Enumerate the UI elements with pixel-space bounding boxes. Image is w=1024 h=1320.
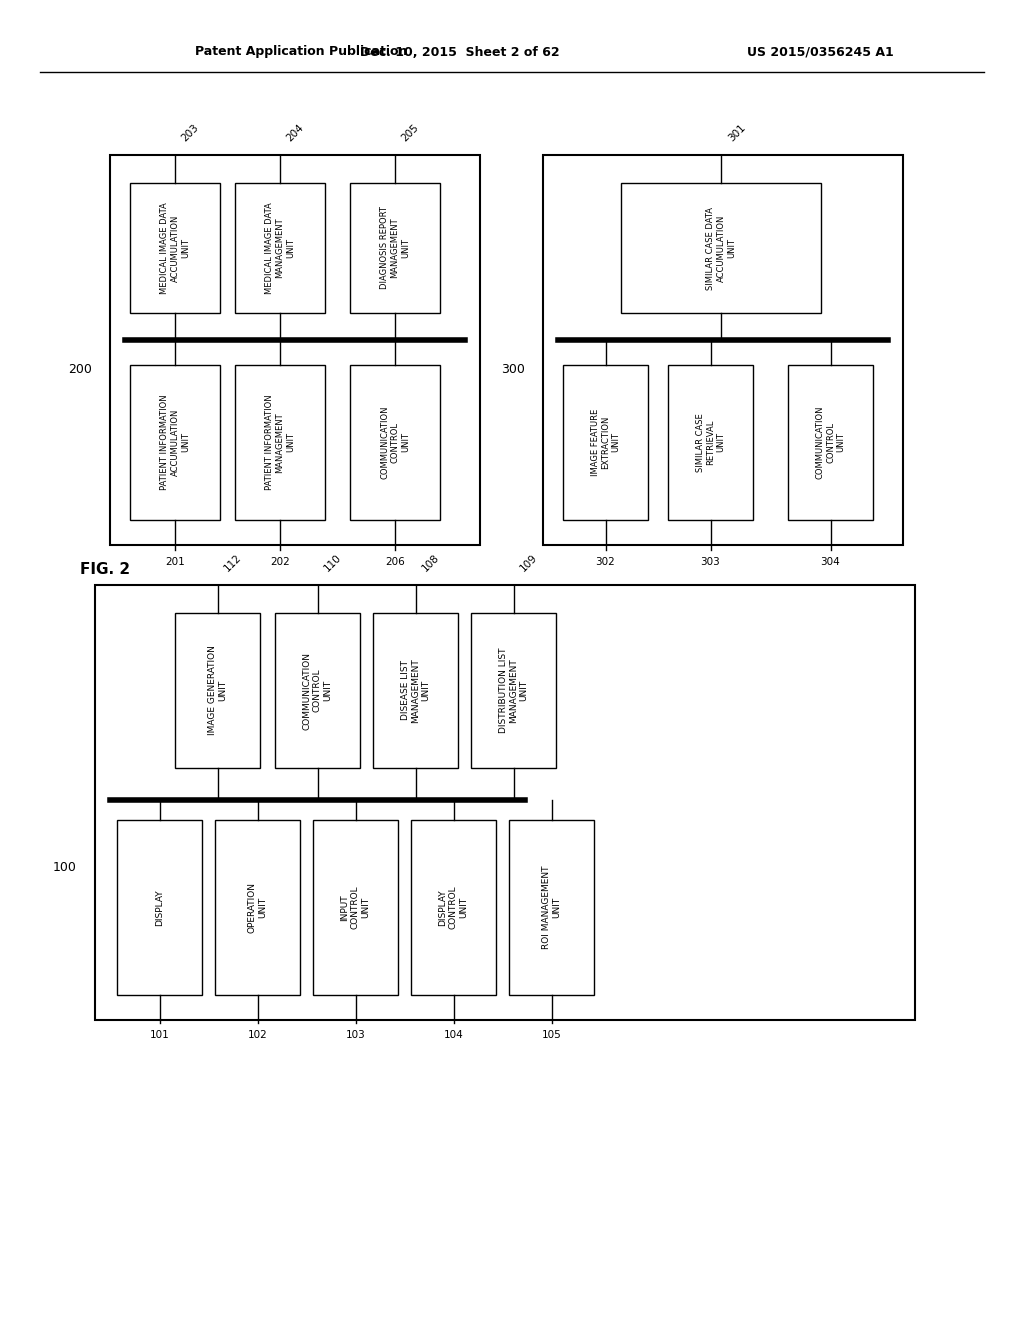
Bar (350, 366, 440, 520)
Text: 304: 304 (820, 557, 841, 568)
Text: Dec. 10, 2015  Sheet 2 of 62: Dec. 10, 2015 Sheet 2 of 62 (360, 45, 560, 58)
Text: DISTRIBUTION LIST
MANAGEMENT
UNIT: DISTRIBUTION LIST MANAGEMENT UNIT (499, 648, 528, 733)
Text: 206: 206 (385, 557, 404, 568)
Bar (471, 612, 556, 768)
Text: Patent Application Publication: Patent Application Publication (195, 45, 408, 58)
Bar (130, 366, 220, 520)
Bar (275, 612, 360, 768)
Text: INPUT
CONTROL
UNIT: INPUT CONTROL UNIT (341, 886, 371, 929)
Bar (95, 585, 915, 1020)
Text: 105: 105 (542, 1030, 561, 1040)
Text: 103: 103 (346, 1030, 366, 1040)
Text: DIAGNOSIS REPORT
MANAGEMENT
UNIT: DIAGNOSIS REPORT MANAGEMENT UNIT (380, 206, 410, 289)
Text: 110: 110 (323, 553, 343, 573)
Text: 102: 102 (248, 1030, 267, 1040)
Text: SIMILAR CASE DATA
ACCUMULATION
UNIT: SIMILAR CASE DATA ACCUMULATION UNIT (707, 206, 736, 289)
Text: 200: 200 (69, 363, 92, 376)
Bar (373, 612, 458, 768)
Text: 201: 201 (165, 557, 185, 568)
Text: IMAGE GENERATION
UNIT: IMAGE GENERATION UNIT (208, 645, 227, 735)
Bar (215, 820, 300, 995)
Text: FIG. 2: FIG. 2 (80, 562, 130, 578)
Text: OPERATION
UNIT: OPERATION UNIT (248, 882, 267, 933)
Text: 205: 205 (400, 123, 421, 144)
Text: US 2015/0356245 A1: US 2015/0356245 A1 (746, 45, 893, 58)
Text: DISEASE LIST
MANAGEMENT
UNIT: DISEASE LIST MANAGEMENT UNIT (400, 659, 430, 723)
Text: COMMUNICATION
CONTROL
UNIT: COMMUNICATION CONTROL UNIT (303, 652, 333, 730)
Bar (234, 366, 325, 520)
Text: 203: 203 (180, 123, 201, 144)
Bar (130, 183, 220, 313)
Bar (668, 366, 753, 520)
Text: COMMUNICATION
CONTROL
UNIT: COMMUNICATION CONTROL UNIT (815, 405, 846, 479)
Text: 202: 202 (270, 557, 290, 568)
Text: ROI MANAGEMENT
UNIT: ROI MANAGEMENT UNIT (542, 866, 561, 949)
Text: 303: 303 (700, 557, 720, 568)
Text: 112: 112 (222, 553, 244, 574)
Bar (117, 820, 202, 995)
Text: IMAGE FEATURE
EXTRACTION
UNIT: IMAGE FEATURE EXTRACTION UNIT (591, 409, 621, 477)
Text: MEDICAL IMAGE DATA
MANAGEMENT
UNIT: MEDICAL IMAGE DATA MANAGEMENT UNIT (265, 202, 295, 294)
Bar (543, 154, 903, 545)
Bar (509, 820, 594, 995)
Text: 104: 104 (443, 1030, 464, 1040)
Bar (234, 183, 325, 313)
Text: 109: 109 (518, 553, 540, 573)
Bar (350, 183, 440, 313)
Bar (313, 820, 398, 995)
Text: 301: 301 (726, 123, 748, 144)
Bar (411, 820, 496, 995)
Text: PATIENT INFORMATION
ACCUMULATION
UNIT: PATIENT INFORMATION ACCUMULATION UNIT (160, 395, 189, 490)
Text: 204: 204 (285, 123, 306, 144)
Bar (621, 183, 821, 313)
Text: DISPLAY
CONTROL
UNIT: DISPLAY CONTROL UNIT (438, 886, 468, 929)
Bar (788, 366, 873, 520)
Text: PATIENT INFORMATION
MANAGEMENT
UNIT: PATIENT INFORMATION MANAGEMENT UNIT (265, 395, 295, 490)
Text: SIMILAR CASE
RETRIEVAL
UNIT: SIMILAR CASE RETRIEVAL UNIT (695, 413, 725, 471)
Bar (110, 154, 480, 545)
Text: 100: 100 (53, 861, 77, 874)
Bar (175, 612, 260, 768)
Text: DISPLAY: DISPLAY (155, 890, 164, 925)
Text: MEDICAL IMAGE DATA
ACCUMULATION
UNIT: MEDICAL IMAGE DATA ACCUMULATION UNIT (160, 202, 189, 294)
Text: 300: 300 (501, 363, 525, 376)
Text: COMMUNICATION
CONTROL
UNIT: COMMUNICATION CONTROL UNIT (380, 405, 410, 479)
Bar (563, 366, 648, 520)
Text: 101: 101 (150, 1030, 169, 1040)
Text: 302: 302 (596, 557, 615, 568)
Text: 108: 108 (421, 553, 441, 573)
